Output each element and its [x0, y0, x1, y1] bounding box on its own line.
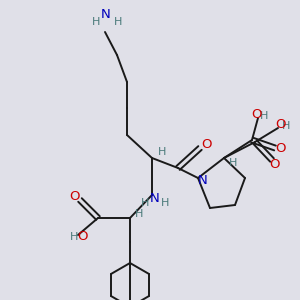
Text: H: H — [282, 121, 290, 131]
Text: O: O — [275, 118, 285, 130]
Text: H: H — [92, 17, 100, 27]
Text: H: H — [70, 232, 78, 242]
Text: H: H — [158, 147, 166, 157]
Text: N: N — [198, 173, 208, 187]
Text: O: O — [77, 230, 87, 244]
Text: H: H — [161, 198, 169, 208]
Text: H: H — [229, 158, 237, 168]
Text: O: O — [201, 139, 211, 152]
Text: H: H — [114, 17, 122, 27]
Text: H: H — [260, 111, 268, 121]
Text: N: N — [150, 191, 160, 205]
Text: O: O — [269, 158, 279, 170]
Text: H: H — [141, 198, 149, 208]
Text: O: O — [69, 190, 79, 203]
Text: O: O — [275, 142, 285, 154]
Text: N: N — [101, 8, 111, 22]
Text: O: O — [251, 107, 261, 121]
Text: H: H — [135, 209, 143, 219]
